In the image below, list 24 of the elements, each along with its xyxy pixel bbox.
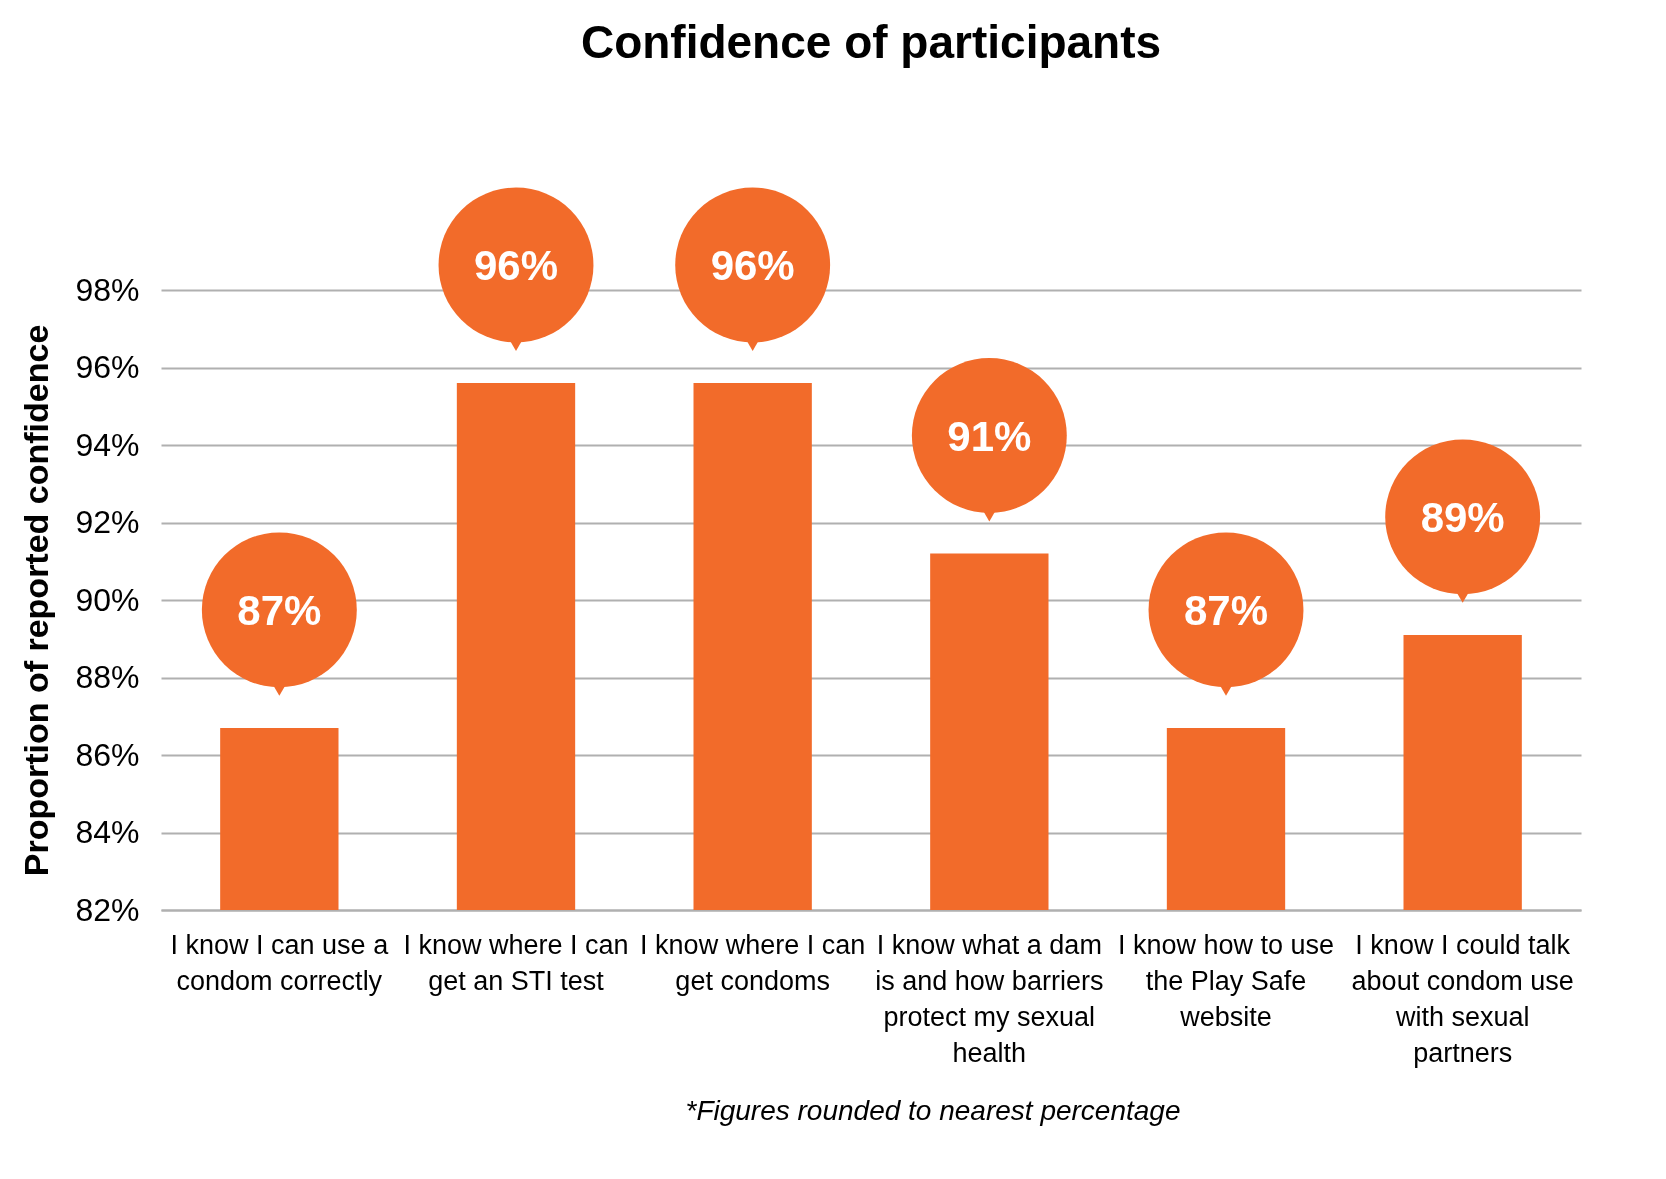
chart-title: Confidence of participants (580, 15, 1162, 68)
x-tick-label: I know what a dam is and how barriers protect my sexual health (875, 929, 1104, 1068)
x-tick-label: I know where I can get condoms (640, 929, 866, 996)
x-tick-label: I know where I can get an STI test (403, 929, 629, 996)
data-label: 87% (1183, 586, 1269, 634)
y-tick-label: 98% (75, 271, 140, 308)
data-label: 89% (1420, 493, 1505, 541)
x-tick-label: I know I can use a condom correctly (170, 929, 390, 996)
text: *Figures rounded to nearest percentage (684, 1095, 1182, 1127)
y-tick-label: 96% (75, 349, 140, 385)
data-label: 87% (237, 586, 322, 634)
y-tick-label: 90% (75, 581, 140, 618)
x-tick-label: I know I could talk about condom use with sexual partners (1351, 929, 1574, 1068)
y-tick-label: 84% (75, 814, 140, 850)
y-tick-label: 82% (75, 891, 140, 928)
y-tick-label: 92% (75, 504, 140, 540)
y-tick-label: 94% (75, 426, 140, 463)
y-tick-label: 88% (75, 659, 140, 695)
y-tick-label: 86% (75, 736, 140, 773)
data-label: 96% (710, 242, 795, 289)
data-label: 91% (947, 412, 1032, 460)
x-tick-label: I know how to use the Play Safe website (1117, 929, 1335, 1032)
data-label: 96% (473, 242, 559, 289)
y-axis-title: Proportion of reported confidence (17, 324, 56, 877)
